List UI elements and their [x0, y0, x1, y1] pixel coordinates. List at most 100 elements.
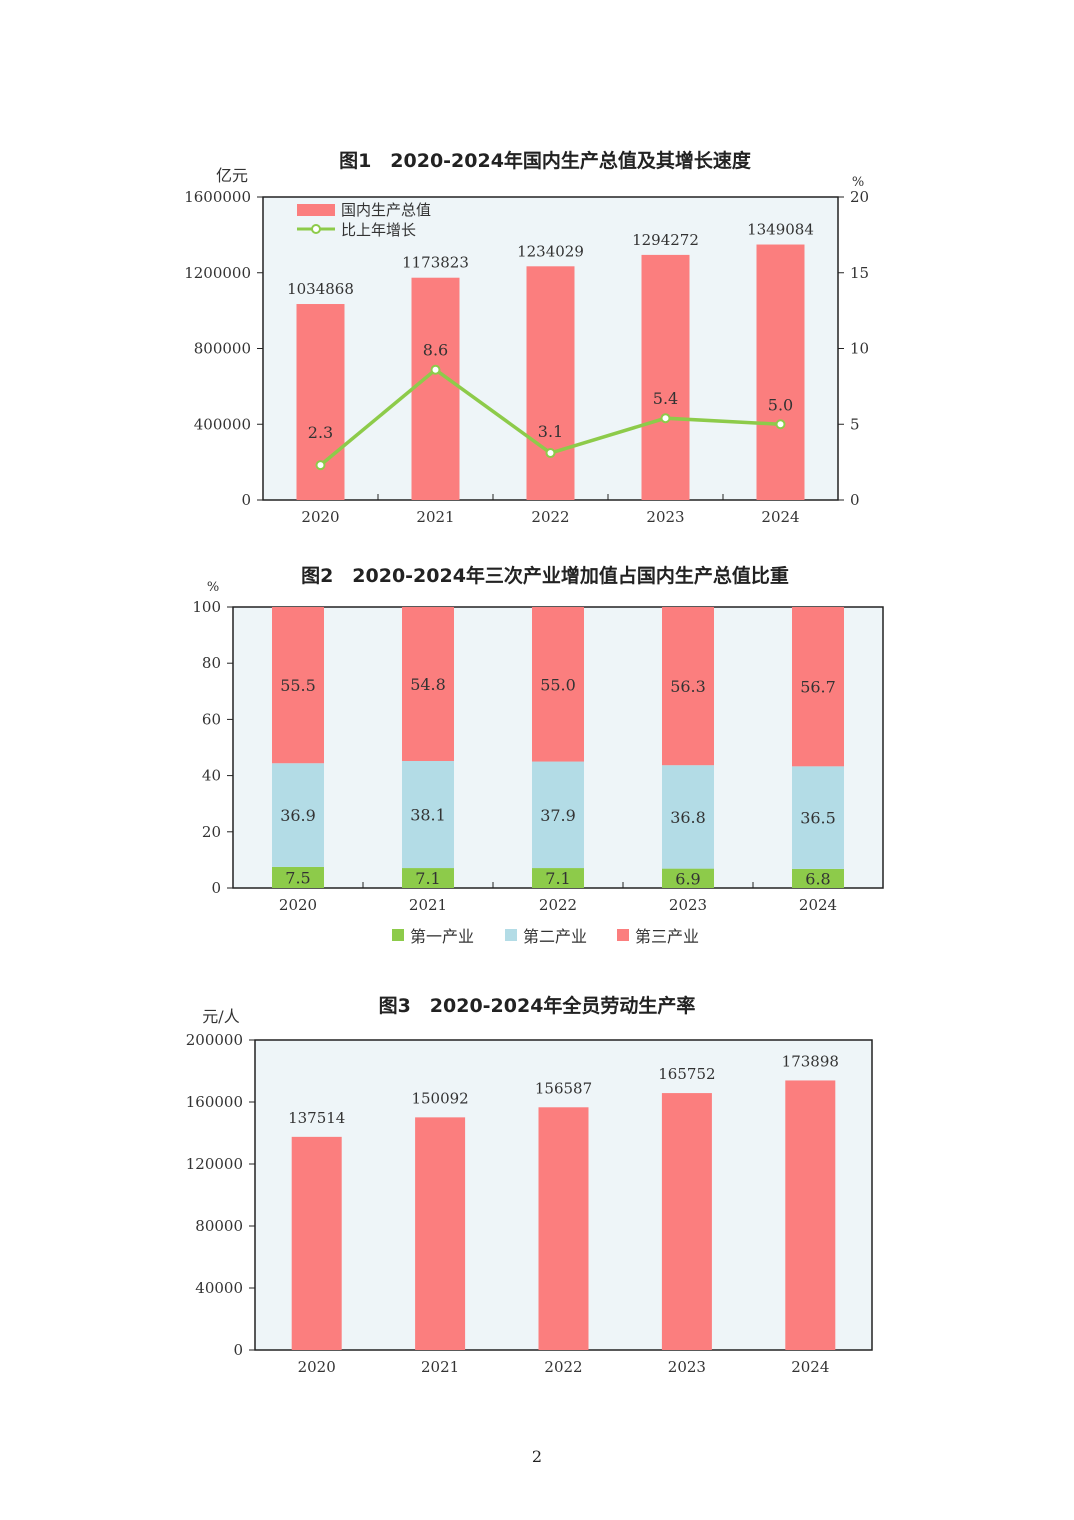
chart2-segment-label: 55.5: [280, 676, 316, 695]
chart1-growth-label: 5.4: [653, 389, 678, 408]
chart1-growth-label: 8.6: [423, 341, 448, 360]
chart1-title: 图1 2020-2024年国内生产总值及其增长速度: [339, 149, 752, 172]
chart1-legend-line-label: 比上年增长: [341, 221, 416, 239]
chart3-bar: [415, 1117, 466, 1350]
chart1-bar-label: 1349084: [747, 221, 814, 239]
chart2-legend-swatch: [617, 929, 629, 941]
chart2-ylabel: %: [207, 580, 219, 595]
chart2-xtick-label: 2023: [669, 896, 707, 914]
chart2-ytick-label: 0: [211, 879, 221, 897]
chart2-segment-label: 37.9: [540, 806, 576, 825]
chart2-ytick-label: 100: [192, 598, 221, 616]
chart1-growth-label: 5.0: [768, 395, 793, 414]
chart1-growth-point: [315, 460, 326, 471]
chart2-segment-2: [792, 766, 844, 869]
chart3-bar-label: 173898: [782, 1052, 839, 1070]
chart3-xtick-label: 2023: [668, 1358, 706, 1376]
chart2-ytick-label: 80: [202, 654, 221, 672]
chart3-title: 图3 2020-2024年全员劳动生产率: [379, 994, 696, 1017]
chart2-segment-3: [792, 607, 844, 767]
chart1-legend-bar-label: 国内生产总值: [341, 201, 431, 219]
chart2-legend-label: 第一产业: [410, 927, 474, 946]
chart2-segment-2: [662, 765, 714, 869]
chart1-ytick-label: 1200000: [184, 264, 251, 282]
chart3-bar-label: 137514: [288, 1109, 345, 1127]
chart3-xtick-label: 2020: [298, 1358, 336, 1376]
chart2-segment-label: 6.8: [805, 869, 830, 888]
chart2-xtick-label: 2020: [279, 896, 317, 914]
chart3-xtick-label: 2022: [544, 1358, 582, 1376]
chart2-segment-1: [402, 868, 454, 888]
chart2-title: 图2 2020-2024年三次产业增加值占国内生产总值比重: [301, 564, 789, 587]
chart2-segment-1: [662, 868, 714, 888]
chart1-ytick-label: 400000: [194, 415, 251, 433]
chart3-ytick-label: 80000: [195, 1217, 243, 1235]
chart3-ytick-label: 160000: [186, 1093, 243, 1111]
chart1-bar-label: 1234029: [517, 242, 584, 260]
chart2-segment-3: [402, 607, 454, 761]
chart1-legend-line-marker: [311, 224, 321, 234]
chart3-bar: [785, 1080, 836, 1350]
chart2-segment-2: [402, 760, 454, 869]
chart3-xtick-label: 2021: [421, 1358, 459, 1376]
chart2-segment-2: [272, 763, 324, 867]
chart1-y2tick-label: 20: [850, 188, 869, 206]
chart1-growth-label: 2.3: [308, 423, 333, 442]
chart3-ytick-label: 40000: [195, 1279, 243, 1297]
chart3-ylabel: 元/人: [202, 1007, 239, 1026]
chart1-y2tick-label: 0: [850, 491, 860, 509]
chart2-segment-label: 36.8: [670, 808, 706, 827]
chart1-xtick-label: 2021: [416, 508, 454, 526]
chart3-bar: [538, 1107, 589, 1350]
chart1-legend-bar-swatch: [297, 204, 335, 216]
chart2-segment-1: [272, 866, 324, 888]
chart2-ytick-label: 40: [202, 767, 221, 785]
chart1-ytick-label: 1600000: [184, 188, 251, 206]
page-number: 2: [532, 1447, 542, 1466]
chart2-segment-label: 54.8: [410, 675, 446, 694]
chart3-ytick-label: 120000: [186, 1155, 243, 1173]
chart1-bar: [641, 254, 690, 500]
chart3-bar-label: 150092: [411, 1089, 468, 1107]
chart1-ytick-label: 0: [241, 491, 251, 509]
chart2-segment-1: [792, 868, 844, 888]
chart2-legend-label: 第三产业: [635, 927, 699, 946]
chart2-segment-3: [532, 607, 584, 762]
chart2-legend-swatch: [505, 929, 517, 941]
chart1-growth-point: [775, 419, 786, 430]
chart1-bar: [296, 304, 345, 500]
chart1-growth-point: [430, 364, 441, 375]
chart2-segment-label: 7.1: [545, 869, 570, 888]
chart3-bar-label: 165752: [658, 1065, 715, 1083]
chart1-growth-point: [545, 448, 556, 459]
chart1-bar-label: 1173823: [402, 254, 469, 272]
chart2-xtick-label: 2024: [799, 896, 837, 914]
chart1-bar: [411, 277, 460, 500]
chart2-segment-3: [662, 607, 714, 766]
chart3-bar: [661, 1093, 712, 1350]
chart1-bar: [526, 266, 575, 500]
chart2-segment-2: [532, 761, 584, 869]
chart2-segment-label: 36.5: [800, 809, 836, 828]
chart2-xtick-label: 2021: [409, 896, 447, 914]
chart2-segment-label: 6.9: [675, 869, 700, 888]
chart3-xtick-label: 2024: [791, 1358, 829, 1376]
chart1-growth-label: 3.1: [538, 422, 563, 441]
chart2-segment-label: 7.1: [415, 869, 440, 888]
chart2-segment-label: 38.1: [410, 806, 446, 825]
chart1-xtick-label: 2023: [646, 508, 684, 526]
chart1-bar: [756, 244, 805, 500]
chart1-y2label: %: [852, 175, 864, 190]
chart3-bar: [291, 1136, 342, 1350]
chart2-xtick-label: 2022: [539, 896, 577, 914]
chart2-legend-swatch: [392, 929, 404, 941]
chart1-growth-point: [660, 413, 671, 424]
chart2-segment-label: 56.3: [670, 677, 706, 696]
chart1-xtick-label: 2020: [301, 508, 339, 526]
chart2-legend-label: 第二产业: [523, 927, 587, 946]
chart2-segment-label: 7.5: [285, 868, 310, 887]
chart2-segment-3: [272, 607, 324, 764]
chart1-y2tick-label: 10: [850, 340, 869, 358]
chart1-bar-label: 1294272: [632, 231, 699, 249]
